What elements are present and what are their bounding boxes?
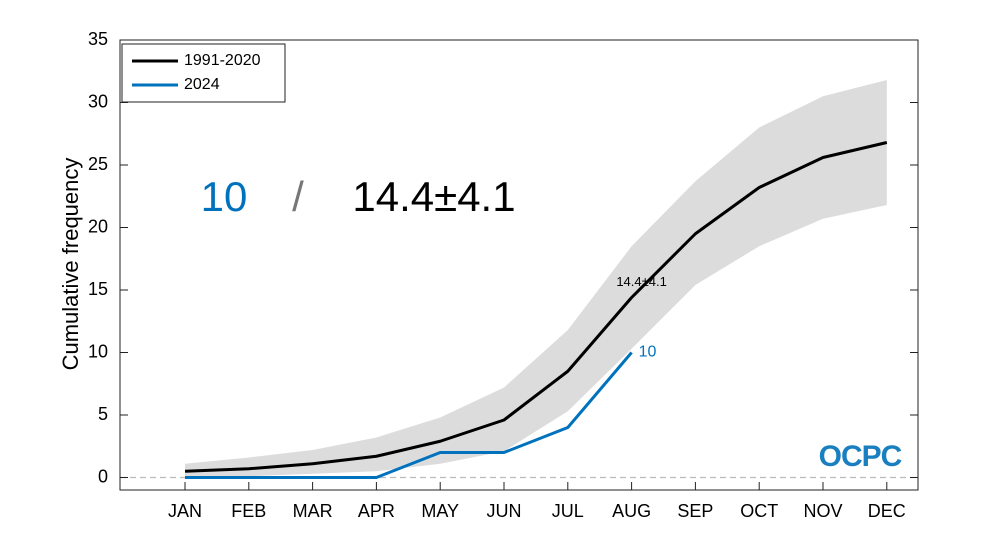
current-label: 10 <box>639 344 657 361</box>
x-tick-label: MAY <box>421 501 459 521</box>
x-tick-label: JUL <box>552 501 584 521</box>
big-climatology: 14.4±4.1 <box>352 173 515 220</box>
legend-box <box>121 43 286 103</box>
spread-band <box>185 80 887 478</box>
y-tick-label: 20 <box>88 216 108 236</box>
legend-label: 1991-2020 <box>184 52 261 69</box>
y-tick-label: 10 <box>88 341 108 361</box>
y-tick-label: 35 <box>88 29 108 49</box>
x-tick-label: FEB <box>231 501 266 521</box>
y-tick-label: 0 <box>98 466 108 486</box>
y-tick-label: 15 <box>88 279 108 299</box>
y-axis-label: Cumulative frequency <box>58 158 83 371</box>
x-tick-label: APR <box>358 501 395 521</box>
y-tick-label: 5 <box>98 404 108 424</box>
big-current: 10 <box>201 173 248 220</box>
x-tick-label: MAR <box>293 501 333 521</box>
logo: OCPC <box>819 440 902 473</box>
x-tick-label: OCT <box>740 501 778 521</box>
x-tick-label: SEP <box>677 501 713 521</box>
climatology-label: 14.4±4.1 <box>616 274 667 289</box>
series-line <box>184 141 888 473</box>
plot-frame <box>119 39 919 491</box>
series-line <box>185 351 633 479</box>
legend-label: 2024 <box>184 76 220 93</box>
x-tick-label: AUG <box>612 501 651 521</box>
y-tick-label: 30 <box>88 91 108 111</box>
x-tick-label: JAN <box>168 501 202 521</box>
big-separator: / <box>292 173 304 220</box>
y-tick-label: 25 <box>88 154 108 174</box>
x-tick-label: JUN <box>487 501 522 521</box>
x-tick-label: DEC <box>868 501 906 521</box>
x-tick-label: NOV <box>803 501 842 521</box>
